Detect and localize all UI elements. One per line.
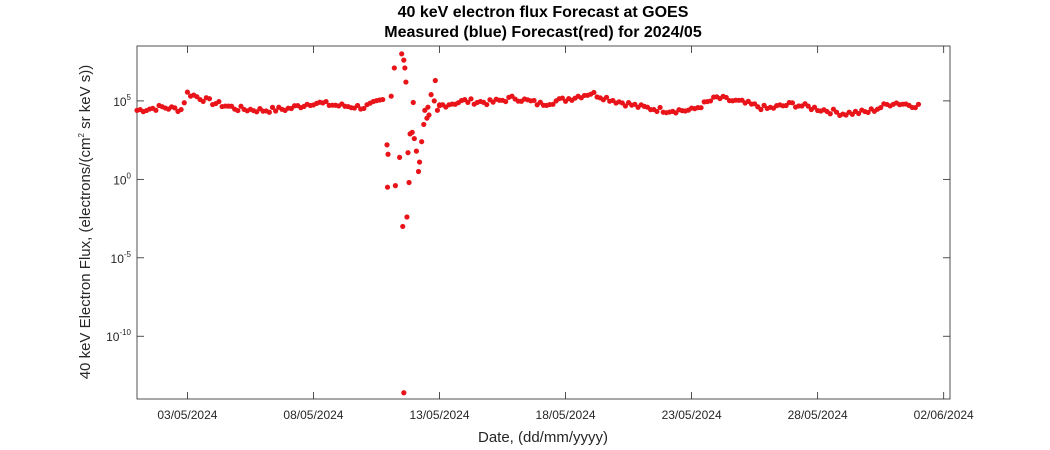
data-point (432, 77, 438, 84)
data-point (238, 103, 244, 109)
data-point (531, 97, 537, 104)
data-point (404, 214, 410, 220)
data-point (413, 148, 420, 154)
plot-area (136, 45, 951, 400)
data-point (865, 109, 871, 116)
data-point (411, 135, 417, 142)
data-point (254, 109, 260, 115)
data-point (428, 92, 434, 98)
data-point (559, 95, 566, 101)
data-point (416, 159, 423, 165)
data-point (425, 104, 431, 110)
data-point (484, 101, 490, 108)
chart-subtitle: Measured (blue) Forecast(red) for 2024/0… (384, 24, 702, 41)
data-point (622, 103, 629, 109)
data-point (200, 98, 206, 105)
data-point (361, 105, 367, 112)
data-point (391, 65, 397, 71)
data-point (434, 107, 441, 113)
data-point (415, 168, 422, 175)
data-point (380, 96, 386, 103)
data-point (406, 179, 412, 186)
data-point (603, 94, 610, 100)
data-point (878, 105, 884, 111)
data-point (266, 109, 272, 115)
data-point (178, 106, 184, 113)
x-tick-label: 08/05/2024 (283, 408, 343, 422)
data-point (723, 94, 729, 101)
data-point (833, 109, 840, 115)
data-point (181, 100, 187, 106)
data-point (206, 96, 213, 102)
data-point (410, 99, 416, 106)
data-point (172, 105, 178, 111)
x-tick-label: 13/05/2024 (409, 408, 469, 422)
data-point (912, 105, 918, 111)
data-point (384, 142, 390, 148)
y-tick-label: 100 (113, 171, 131, 187)
data-point (465, 99, 471, 105)
data-point (273, 108, 279, 114)
data-point (405, 150, 411, 156)
y-tick-label: 10-10 (106, 328, 131, 344)
x-axis-ticks: 03/05/2024 08/05/2024 13/05/2024 18/05/2024… (157, 46, 974, 422)
data-point (503, 98, 509, 105)
data-point (856, 110, 862, 117)
data-point (698, 105, 704, 111)
data-point (384, 184, 391, 190)
x-tick-label: 28/05/2024 (788, 408, 848, 422)
y-axis-label: 40 keV Electron Flux, (electrons/(cm2 sr… (77, 65, 94, 380)
y-tick-label: 105 (113, 93, 131, 109)
data-point (657, 104, 663, 111)
data-point (436, 103, 443, 109)
data-point (811, 104, 818, 110)
data-point (419, 139, 425, 145)
data-point (707, 98, 714, 104)
data-points (134, 51, 922, 396)
data-point (827, 111, 833, 117)
x-tick-label: 23/05/2024 (662, 408, 722, 422)
data-point (402, 65, 408, 71)
data-point (654, 108, 660, 115)
y-axis-ticks: 105 100 10-5 10-10 (106, 93, 950, 344)
data-point (323, 98, 329, 105)
data-point (184, 89, 191, 95)
y-tick-label: 10-5 (111, 250, 132, 266)
data-point (591, 89, 597, 96)
data-point (805, 103, 811, 109)
data-point (269, 104, 276, 110)
x-tick-label: 18/05/2024 (536, 408, 596, 422)
data-point (426, 112, 432, 118)
x-tick-label: 02/06/2024 (914, 408, 974, 422)
chart-title: 40 keV electron flux Forecast at GOES (398, 4, 689, 21)
data-point (216, 98, 222, 105)
data-point (399, 51, 405, 57)
data-point (789, 100, 796, 106)
data-point (396, 154, 403, 160)
data-point (758, 106, 764, 113)
data-point (550, 101, 556, 107)
x-tick-label: 03/05/2024 (157, 408, 217, 422)
data-point (403, 79, 409, 85)
data-point (673, 110, 679, 116)
data-point (401, 57, 407, 63)
x-axis-label: Date, (dd/mm/yyyy) (478, 429, 608, 446)
data-point (468, 96, 474, 102)
data-point (388, 93, 394, 99)
data-point (392, 183, 398, 189)
data-point (421, 121, 427, 128)
data-point (385, 151, 391, 157)
data-point (422, 107, 428, 113)
data-point (153, 107, 159, 113)
data-point (409, 129, 415, 135)
data-point (235, 107, 241, 114)
data-point (431, 98, 437, 104)
data-point (401, 390, 407, 396)
data-point (400, 223, 406, 230)
data-point (354, 102, 361, 109)
data-point (915, 101, 922, 107)
